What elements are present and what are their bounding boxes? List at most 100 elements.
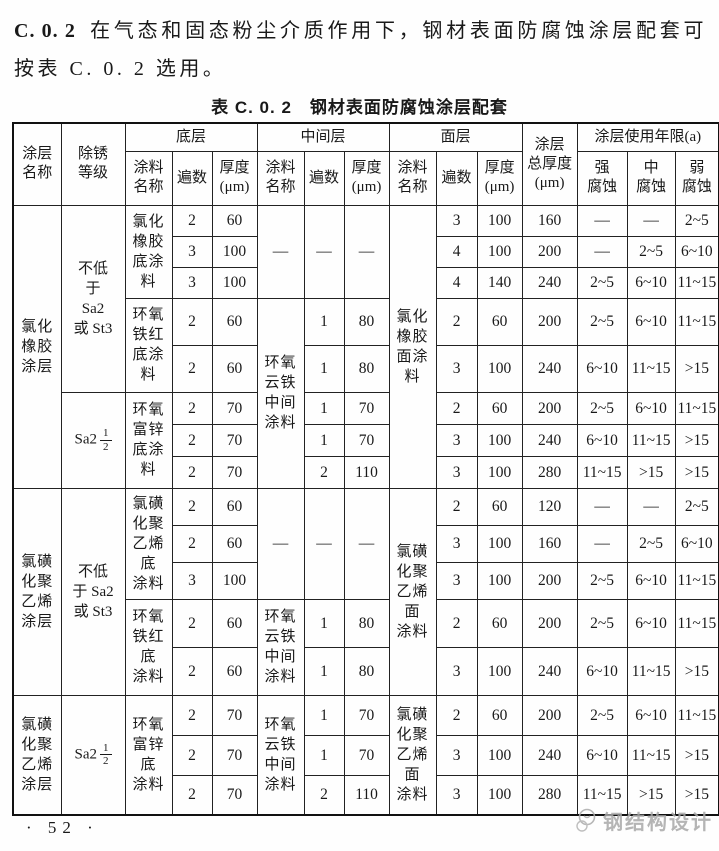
table-cell: 6~10 (626, 391, 676, 425)
table-cell: 60 (211, 297, 258, 346)
table-cell: 240 (521, 344, 578, 393)
table-row: 2 70 1 70 3 100 240 6~10 11~15 >15 (13, 734, 719, 776)
table-cell: 1 (303, 734, 345, 776)
col-rust-grade: 除锈 等级 (60, 122, 126, 206)
table-cell: — (343, 204, 390, 299)
table-cell: 6~10 (626, 561, 676, 600)
table-cell: 2 (303, 455, 345, 489)
col-group-middle-layer: 中间层 (256, 122, 390, 152)
table-cell: 11~15 (674, 598, 719, 648)
table-row: 2 60 3 100 160—2~5 6~10 (13, 524, 719, 563)
table-row: 氯化 橡胶 涂层 不低 于 Sa2 或 St3 氯化 橡胶 底涂 料 2 60— — — 氯化… (12, 204, 719, 489)
table-cell: 11~15 (674, 266, 719, 299)
table-cell: 6~10 (674, 524, 719, 563)
table-cell: >15 (674, 734, 719, 776)
table-cell: — (626, 487, 676, 526)
col-middle-passes: 遍数 (303, 150, 345, 206)
table-cell: 4 (435, 266, 478, 299)
table-cell: 2 (435, 598, 478, 648)
table-cell: 100 (476, 561, 523, 600)
table-cell: 2~5 (576, 266, 628, 299)
table-cell: 11~15 (576, 774, 628, 816)
table-cell: 3 (435, 204, 478, 237)
table-cell: 160 (521, 204, 578, 237)
table-cell: 2~5 (626, 524, 676, 563)
col-life-strong: 强 腐蚀 (576, 150, 628, 206)
col-group-bottom-layer: 底层 (124, 122, 258, 152)
table-row: 环氧 铁红 底 涂料 2 60 环氧 云铁 中间 涂料 1 80 2 60 200 2~5 6~10… (13, 598, 719, 696)
table-cell: 70 (343, 694, 390, 736)
table-cell: 200 (521, 297, 578, 346)
table-cell: 2 (435, 694, 478, 736)
col-bottom-paint-name: 涂料 名称 (124, 150, 173, 206)
col-top-thickness: 厚度 (μm) (476, 150, 523, 206)
table-cell: 2 (171, 524, 213, 563)
table-cell: 2~5 (576, 391, 628, 425)
table-cell: 氯磺 化聚 乙烯 涂层 (12, 487, 62, 696)
table-cell: 280 (521, 774, 578, 816)
table-cell: >15 (674, 455, 719, 489)
table-row: 3 100 3 100 200 2~5 6~10 11~15 (13, 561, 719, 600)
table-cell: 1 (303, 297, 345, 346)
table-cell: 2 (435, 487, 478, 526)
watermark-text: 钢结构设计 (603, 812, 713, 834)
table-cell: 氯化 橡胶 底涂 料 (124, 204, 173, 299)
table-cell: 160 (521, 524, 578, 563)
table-cell: 60 (211, 204, 258, 237)
table-cell: 60 (476, 487, 523, 526)
coating-table-body: 氯化 橡胶 涂层 不低 于 Sa2 或 St3 氯化 橡胶 底涂 料 2 60— — — 氯化… (12, 204, 719, 816)
watermark-logo-icon (574, 808, 598, 834)
table-cell: 3 (435, 455, 478, 489)
table-cell: 60 (476, 391, 523, 425)
table-header: 涂层 名称 除锈 等级 底层 中间层 面层 涂层 总厚度 (μm) 涂层使用年限… (12, 122, 719, 206)
table-cell: 100 (476, 235, 523, 268)
table-cell: — (576, 524, 628, 563)
table-cell: 11~15 (674, 694, 719, 736)
table-cell: 不低 于 Sa2 或 St3 (60, 487, 126, 696)
table-cell: 3 (435, 423, 478, 457)
table-cell: 240 (521, 266, 578, 299)
table-cell: 6~10 (576, 646, 628, 696)
table-cell: 6~10 (626, 297, 676, 346)
table-cell: — (576, 235, 628, 268)
table-cell: 60 (211, 487, 258, 526)
table-cell: 2~5 (626, 235, 676, 268)
table-cell: 70 (343, 423, 390, 457)
table-cell: 11~15 (626, 646, 676, 696)
table-cell: 2 (435, 297, 478, 346)
table-cell: Sa2 1 2 (60, 694, 126, 816)
table-cell: 70 (343, 734, 390, 776)
table-cell: 环氧 铁红 底 涂料 (124, 598, 173, 696)
table-row: 环氧 铁红 底涂 料 2 60 环氧 云铁 中间 涂料 1 80 2 60 200 2~5 6~10… (13, 297, 719, 489)
table-cell: 环氧 云铁 中间 涂料 (256, 297, 305, 489)
table-cell: — (256, 487, 305, 600)
table-cell: 240 (521, 646, 578, 696)
table-cell: 80 (343, 646, 390, 696)
table-cell: 100 (476, 455, 523, 489)
table-cell: 110 (343, 774, 390, 816)
table-cell: 11~15 (626, 423, 676, 457)
col-middle-paint-name: 涂料 名称 (256, 150, 305, 206)
table-cell: 环氧 富锌 底涂 料 (124, 391, 173, 489)
table-cell: 2~5 (576, 598, 628, 648)
table-cell: 2 (171, 344, 213, 393)
table-cell: 氯磺 化聚 乙烯 面 涂料 (388, 487, 437, 696)
table-cell: 氯化 橡胶 涂层 (12, 204, 62, 489)
col-top-passes: 遍数 (435, 150, 478, 206)
table-cell: 1 (303, 598, 345, 648)
table-cell: — (303, 204, 345, 299)
table-cell: — (256, 204, 305, 299)
clause-number: C. 0. 2 (14, 20, 76, 42)
table-cell: 6~10 (576, 344, 628, 393)
col-total-thickness: 涂层 总厚度 (μm) (521, 122, 578, 206)
table-title: 表 C. 0. 2 钢材表面防腐蚀涂层配套 (211, 98, 508, 117)
table-cell: 3 (435, 524, 478, 563)
table-cell: 140 (476, 266, 523, 299)
table-cell: 环氧 云铁 中间 涂料 (256, 694, 305, 816)
col-coating-name: 涂层 名称 (12, 122, 62, 206)
table-cell: 100 (211, 561, 258, 600)
table-cell: 100 (476, 774, 523, 816)
table-cell: 2 (171, 204, 213, 237)
table-row: 2 70 2 110 3 100 280 11~15 >15 >15 (13, 774, 719, 816)
table-cell: 2 (171, 391, 213, 425)
